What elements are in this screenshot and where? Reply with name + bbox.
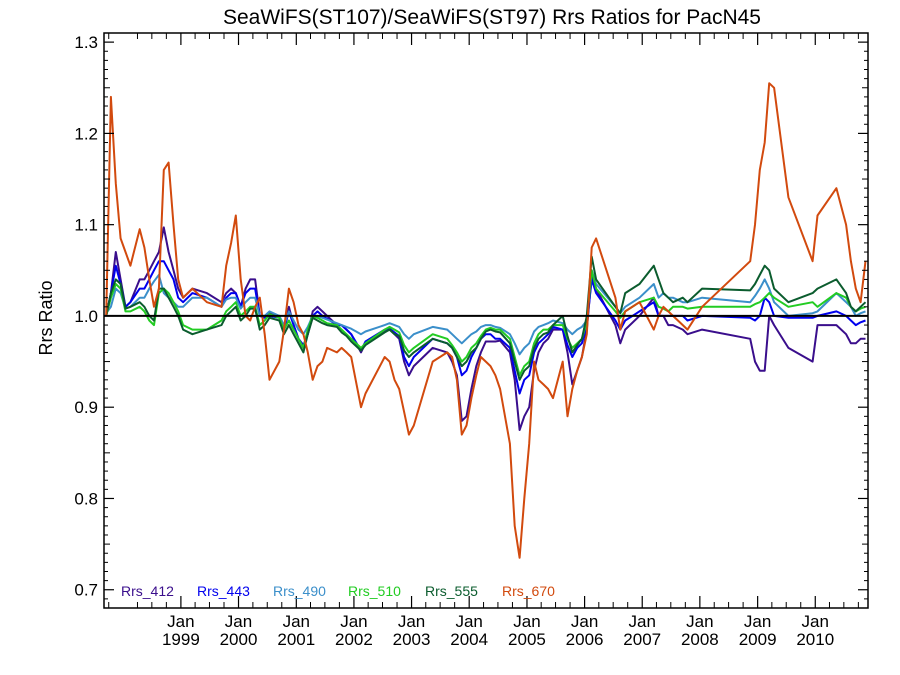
legend-entry-rrs-510: Rrs_510 <box>348 583 401 599</box>
y-tick-label: 1.3 <box>74 33 98 52</box>
y-axis-label: Rrs Ratio <box>36 280 56 355</box>
x-tick-label-month: Jan <box>225 612 252 631</box>
legend-entry-rrs-412: Rrs_412 <box>121 583 174 599</box>
x-tick-label-month: Jan <box>629 612 656 631</box>
x-tick-label-month: Jan <box>455 612 482 631</box>
x-tick-label-year: 2009 <box>739 630 777 649</box>
y-tick-label: 0.7 <box>74 581 98 600</box>
series-line-rrs-555 <box>105 255 867 381</box>
y-tick-label: 1.1 <box>74 216 98 235</box>
y-tick-label: 0.8 <box>74 489 98 508</box>
x-tick-label-month: Jan <box>340 612 367 631</box>
series-layer <box>105 82 867 559</box>
x-tick-label-month: Jan <box>513 612 540 631</box>
legend-entry-rrs-555: Rrs_555 <box>425 583 478 599</box>
x-tick-label-year: 2004 <box>450 630 488 649</box>
series-line-rrs-490 <box>105 269 866 356</box>
x-tick-label-month: Jan <box>167 612 194 631</box>
chart-title: SeaWiFS(ST107)/SeaWiFS(ST97) Rrs Ratios … <box>223 6 761 29</box>
series-line-rrs-670 <box>105 82 867 559</box>
x-tick-label-month: Jan <box>283 612 310 631</box>
x-tick-label-month: Jan <box>744 612 771 631</box>
x-tick-label-month: Jan <box>802 612 829 631</box>
x-tick-label-year: 2006 <box>566 630 604 649</box>
x-tick-label-year: 2008 <box>681 630 719 649</box>
x-tick-label-year: 2001 <box>277 630 315 649</box>
x-tick-label-year: 2000 <box>220 630 258 649</box>
x-tick-label-month: Jan <box>686 612 713 631</box>
x-tick-label-year: 2002 <box>335 630 373 649</box>
x-tick-label-year: 2007 <box>623 630 661 649</box>
series-line-rrs-510 <box>105 269 866 377</box>
y-tick-label: 0.9 <box>74 398 98 417</box>
y-tick-label: 1.2 <box>74 124 98 143</box>
x-tick-label-year: 2003 <box>393 630 431 649</box>
x-tick-label-year: 2005 <box>508 630 546 649</box>
legend-entry-rrs-490: Rrs_490 <box>273 583 326 599</box>
x-tick-label-month: Jan <box>398 612 425 631</box>
legend-entry-rrs-443: Rrs_443 <box>197 583 250 599</box>
plot-frame <box>103 32 869 609</box>
x-tick-label-month: Jan <box>571 612 598 631</box>
legend: Rrs_412 Rrs_443 Rrs_490 Rrs_510 Rrs_555 Rrs_6… <box>121 583 555 599</box>
series-line-rrs-443 <box>105 260 866 395</box>
legend-entry-rrs-670: Rrs_670 <box>502 583 555 599</box>
y-tick-label: 1.0 <box>74 307 98 326</box>
x-tick-label-year: 1999 <box>162 630 200 649</box>
x-tick-label-year: 2010 <box>796 630 834 649</box>
axis-layer: 0.70.80.91.01.11.21.3Jan1999Jan2000Jan20… <box>74 32 869 649</box>
